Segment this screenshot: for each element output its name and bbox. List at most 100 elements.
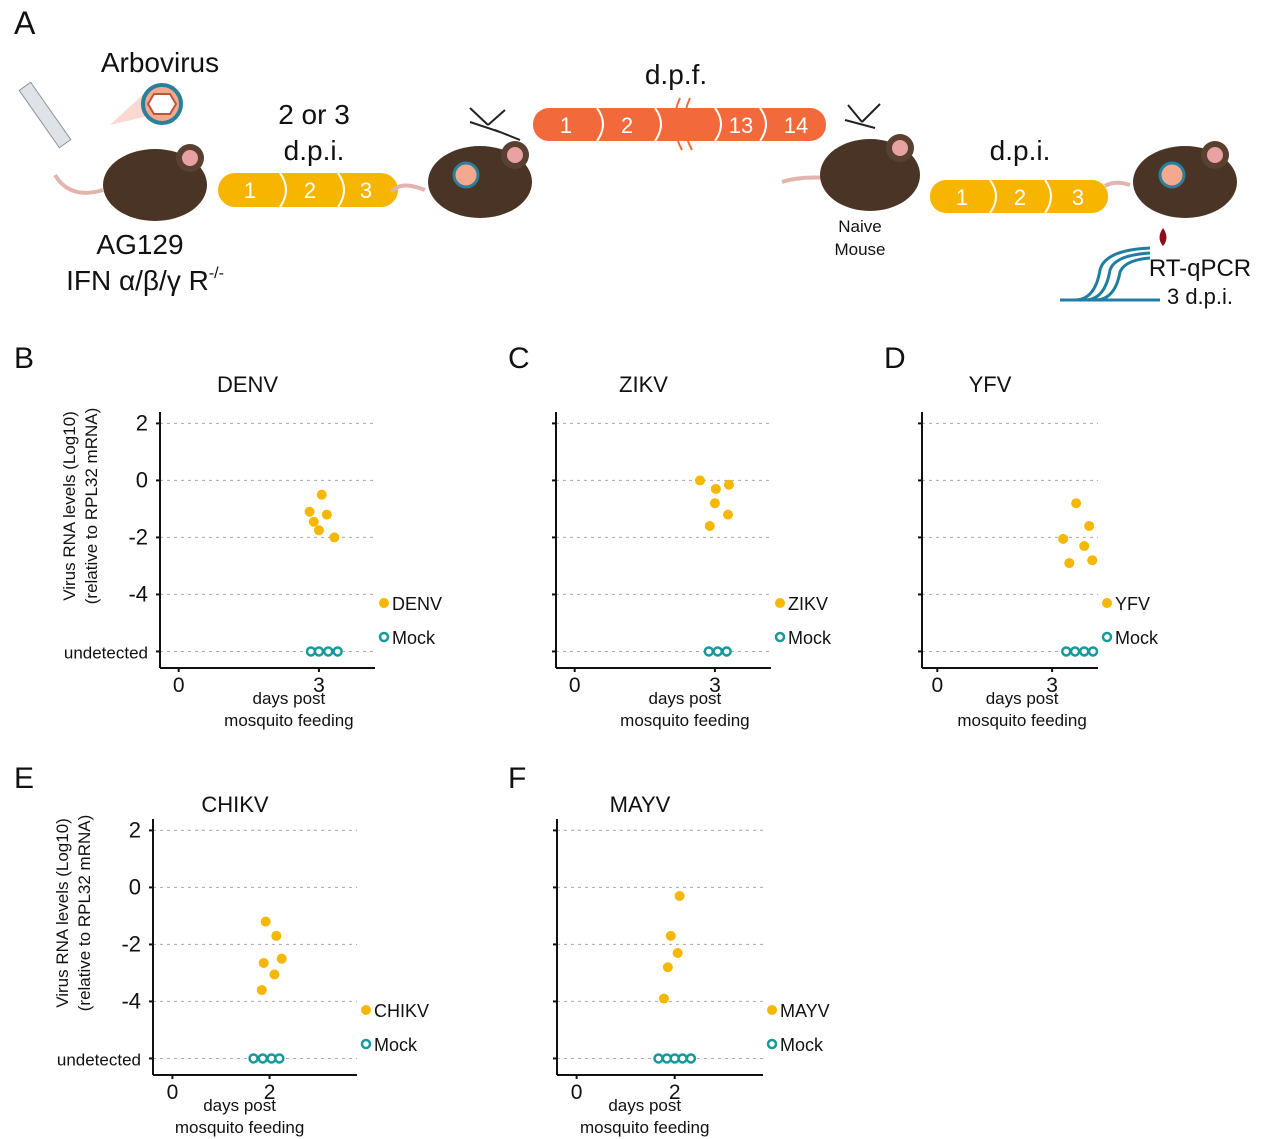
- x-axis-label: days post: [986, 689, 1059, 708]
- feeding-title: d.p.f.: [645, 59, 707, 90]
- legend-label: Mock: [392, 628, 436, 648]
- virus-point: [1071, 498, 1082, 509]
- x-axis-label: days post: [649, 689, 722, 708]
- day-label: 13: [729, 113, 753, 138]
- y-tick-label: 2: [136, 410, 148, 435]
- naive-label: Naive: [838, 217, 881, 236]
- mouse-ear-inner: [1207, 147, 1223, 163]
- y-tick-label: 0: [136, 467, 148, 492]
- qpcr-curves: [1060, 246, 1160, 302]
- chart-title: MAYV: [610, 792, 671, 817]
- timeline-bar: [218, 173, 398, 207]
- x-axis-label: days post: [608, 1096, 681, 1115]
- chart-title: DENV: [217, 372, 278, 397]
- virus-point: [258, 957, 269, 968]
- legend-marker: [1102, 598, 1112, 608]
- bar-divider: [596, 107, 767, 142]
- mock-point: [721, 646, 732, 657]
- panel-letter: D: [884, 342, 906, 375]
- virus-point: [1058, 533, 1069, 544]
- legend-marker: [1101, 631, 1113, 643]
- y-tick-label: -4: [121, 988, 141, 1013]
- virus-point: [662, 962, 673, 973]
- mock-point: [712, 646, 723, 657]
- blood-drop: [1159, 228, 1167, 246]
- syringe: [18, 81, 72, 149]
- y-tick-label: -2: [121, 931, 141, 956]
- virus-point: [694, 475, 705, 486]
- y-axis-label: (relative to RPL32 mRNA): [75, 815, 94, 1012]
- mosquito: [844, 103, 881, 129]
- x-axis-label: mosquito feeding: [620, 711, 749, 730]
- chart-title: YFV: [969, 372, 1012, 397]
- mock-point: [653, 1053, 664, 1064]
- legend-marker: [774, 631, 786, 643]
- virion: [452, 161, 480, 189]
- day-label: 3: [360, 178, 372, 203]
- legend-label: YFV: [1115, 594, 1150, 614]
- virus-point: [709, 498, 720, 509]
- mock-point: [323, 646, 334, 657]
- x-axis-label: mosquito feeding: [175, 1118, 304, 1137]
- virus-point: [271, 930, 282, 941]
- mouse-tail: [390, 183, 426, 194]
- capsid: [146, 93, 178, 115]
- x-tick-label: 0: [931, 674, 943, 697]
- virus-point: [672, 947, 683, 958]
- legend-label: Mock: [374, 1035, 418, 1055]
- x-tick-label: 3: [709, 674, 721, 697]
- legend-marker: [361, 1005, 371, 1015]
- virus-point: [723, 509, 733, 520]
- y-axis-label: (relative to RPL32 mRNA): [82, 408, 101, 605]
- mock-point: [332, 646, 343, 657]
- break-mark: [673, 97, 693, 151]
- day-label: 1: [244, 178, 256, 203]
- virus-point: [723, 479, 734, 490]
- x-axis-label: days post: [253, 689, 326, 708]
- x-tick-label: 2: [669, 1081, 681, 1104]
- strain-label: AG129: [96, 229, 183, 260]
- x-axis-label: days post: [203, 1096, 276, 1115]
- day-label: 2: [304, 178, 316, 203]
- virus-point: [316, 489, 327, 500]
- legend-marker: [379, 598, 389, 608]
- virus-point: [321, 509, 332, 520]
- legend-label: Mock: [1115, 628, 1159, 648]
- naive-label: Mouse: [834, 240, 885, 259]
- mock-point: [1060, 646, 1072, 657]
- chart-title: ZIKV: [619, 372, 668, 397]
- y-tick-label: 2: [129, 817, 141, 842]
- timeline-bar: [930, 180, 1108, 213]
- panel-letter: E: [14, 762, 34, 795]
- virus-label: Arbovirus: [101, 47, 219, 78]
- mock-point: [1087, 646, 1099, 657]
- day-label: 2: [621, 113, 633, 138]
- mock-point: [257, 1053, 269, 1064]
- x-tick-label: 0: [167, 1081, 179, 1104]
- legend-label: DENV: [392, 594, 442, 614]
- x-tick-label: 3: [1046, 674, 1058, 697]
- mock-point: [685, 1053, 697, 1064]
- y-tick-label: -2: [128, 524, 148, 549]
- panel-letter: F: [508, 762, 526, 795]
- virus-point: [269, 969, 280, 980]
- chart-title: CHIKV: [201, 792, 269, 817]
- x-tick-label: 0: [173, 674, 185, 697]
- legend-label: CHIKV: [374, 1001, 429, 1021]
- mock-point: [677, 1053, 688, 1064]
- legend-label: ZIKV: [788, 594, 828, 614]
- virus-point: [665, 930, 676, 941]
- virus-point: [1064, 558, 1075, 569]
- assay-time: 3 d.p.i.: [1167, 284, 1233, 309]
- panel-letter: B: [14, 342, 34, 375]
- mock-point: [1069, 646, 1081, 657]
- legend-marker: [775, 598, 785, 608]
- bar-divider: [279, 172, 345, 208]
- virion: [1158, 161, 1186, 189]
- y-tick-label: -4: [128, 581, 148, 606]
- x-axis-label: mosquito feeding: [580, 1118, 709, 1137]
- genotype-sup: -/-: [209, 265, 224, 282]
- legend-marker: [360, 1038, 372, 1050]
- timeline-bar: [533, 108, 826, 141]
